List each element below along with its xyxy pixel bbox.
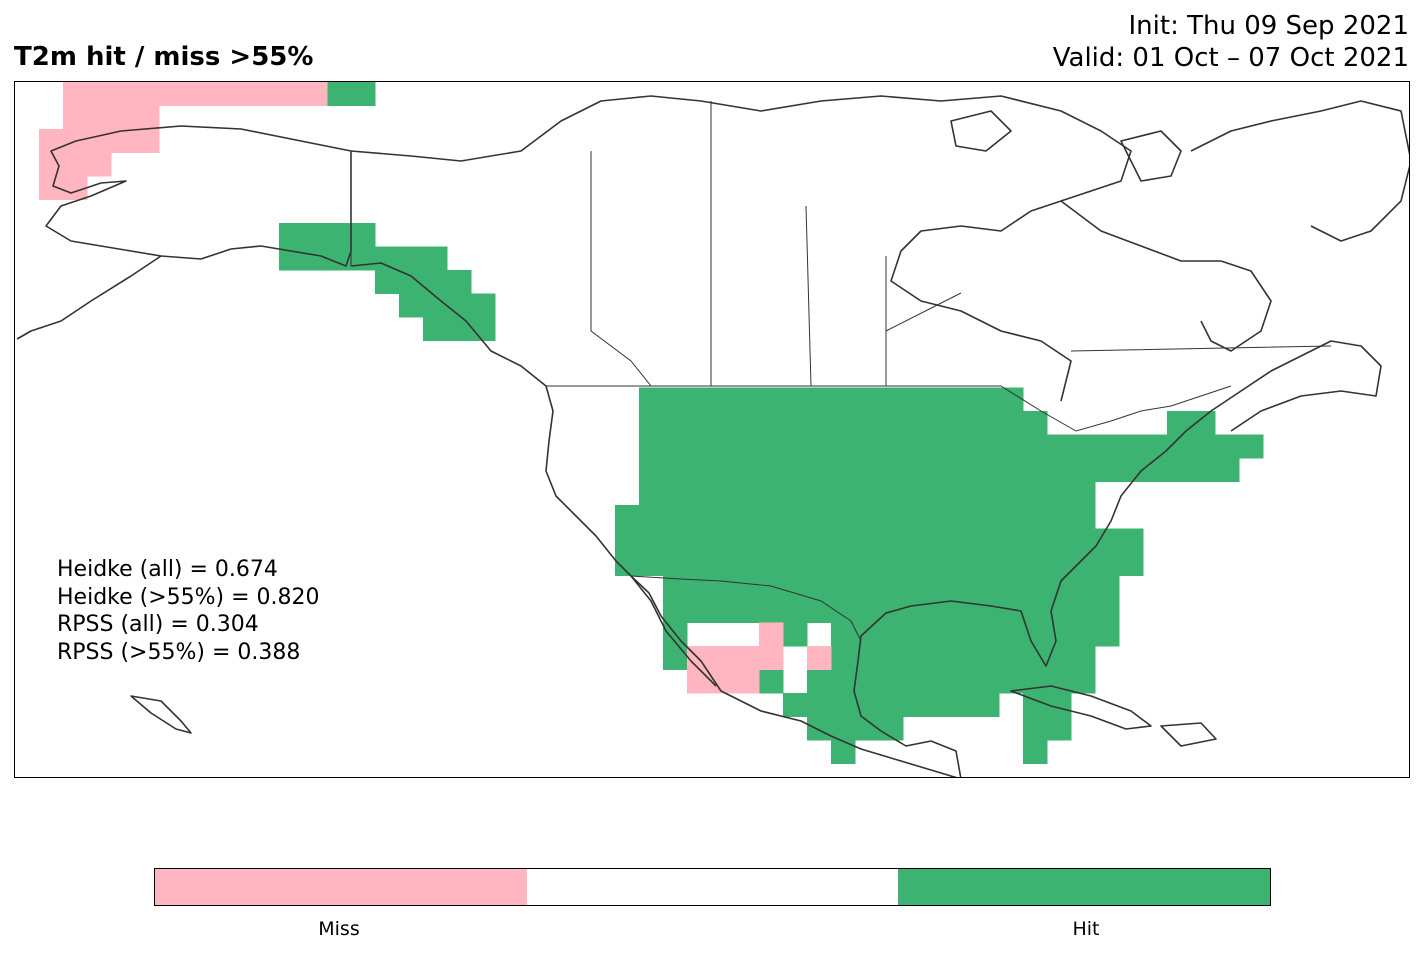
miss-cell <box>63 82 328 106</box>
hit-cell <box>1167 434 1216 459</box>
cuba <box>1010 685 1152 730</box>
pacific-nw-coast <box>350 262 547 387</box>
hit-cell <box>327 82 376 106</box>
miss-cell <box>39 129 160 153</box>
miss-cell <box>63 105 160 130</box>
hit-cell <box>663 646 688 670</box>
hit-cell <box>1167 458 1216 482</box>
hit-cell <box>663 575 1120 600</box>
baffin-coast <box>1190 100 1409 242</box>
hit-cell <box>639 481 1096 506</box>
arctic-coast <box>350 95 1132 402</box>
hit-cell <box>783 622 808 647</box>
hawaii <box>130 695 192 734</box>
colorbar-hit-label: Hit <box>1072 918 1100 940</box>
miss-cell <box>687 669 760 694</box>
map-canvas <box>16 82 1409 777</box>
score-panel: Heidke (all) = 0.674 Heidke (>55%) = 0.8… <box>57 556 320 666</box>
hit-cell <box>783 693 1000 717</box>
hit-cell <box>375 246 448 271</box>
province-borders <box>590 101 1332 387</box>
coastlines <box>16 95 1409 777</box>
hit-cell <box>1095 528 1144 553</box>
borders <box>350 101 1332 642</box>
rpss-all: RPSS (all) = 0.304 <box>57 612 259 637</box>
miss-cell <box>759 622 784 647</box>
hit-cell <box>1023 740 1048 764</box>
hit-cell <box>615 528 1120 553</box>
hit-cell <box>1023 716 1072 741</box>
arctic-island-2 <box>950 110 1012 152</box>
colorbar <box>154 868 1271 906</box>
alaska-outline <box>45 125 352 267</box>
colorbar-miss-label: Miss <box>318 918 360 940</box>
arctic-island <box>1120 130 1182 182</box>
forecast-cells <box>39 82 1264 764</box>
miss-cell <box>39 176 88 200</box>
west-coast <box>545 385 958 777</box>
hit-cell <box>639 434 1096 459</box>
map-title: T2m hit / miss >55% <box>14 42 314 72</box>
labrador-coast <box>1060 200 1272 352</box>
hispaniola <box>1160 722 1217 747</box>
hit-cell <box>639 387 1024 412</box>
us-mexico-border <box>630 575 862 642</box>
hit-cell <box>1167 411 1216 435</box>
init-date: Init: Thu 09 Sep 2021 <box>1128 11 1409 41</box>
colorbar-miss-segment <box>155 869 527 905</box>
miss-cell <box>687 646 784 670</box>
hit-cell <box>615 552 1120 576</box>
us-canada-border <box>546 385 1232 432</box>
colorbar-hit-segment <box>898 869 1271 905</box>
hit-cell <box>831 740 856 764</box>
heidke-55: Heidke (>55%) = 0.820 <box>57 584 320 610</box>
hit-cell <box>831 622 1120 647</box>
hit-cell <box>1095 575 1120 600</box>
valid-period: Valid: 01 Oct – 07 Oct 2021 <box>1052 43 1409 73</box>
miss-cell <box>807 646 832 670</box>
hit-cell <box>423 317 496 341</box>
hit-cell <box>807 669 1096 694</box>
hit-cell <box>855 716 904 741</box>
hit-cell <box>759 669 784 694</box>
date-info: Init: Thu 09 Sep 2021 Valid: 01 Oct – 07… <box>1053 10 1409 74</box>
hit-cell <box>615 505 1096 529</box>
miss-cell <box>39 152 112 177</box>
heidke-all: Heidke (all) = 0.674 <box>57 557 278 582</box>
colorbar-neutral-segment <box>526 869 899 905</box>
hit-cell <box>1095 552 1144 576</box>
aleutian-coast <box>16 255 162 340</box>
east-gulf-coast <box>853 340 1382 777</box>
hit-cell <box>831 646 1096 670</box>
hit-cell <box>639 411 1048 435</box>
hit-cell <box>375 270 472 294</box>
hit-cell <box>639 458 1096 482</box>
rpss-55: RPSS (>55%) = 0.388 <box>57 639 301 665</box>
baja-california <box>630 575 717 687</box>
hit-cell <box>279 223 376 247</box>
map-panel <box>14 81 1410 778</box>
